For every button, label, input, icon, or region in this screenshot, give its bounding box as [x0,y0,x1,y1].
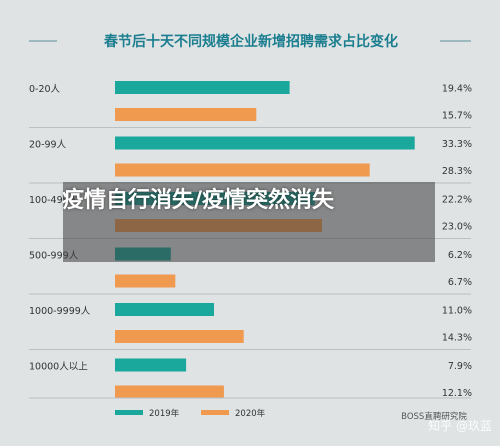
data-label: 28.3% [442,166,472,177]
bar-2019 [115,136,415,150]
bar-2019 [115,81,290,94]
data-label: 15.7% [442,111,472,122]
category-label: 1000-9999人 [29,306,91,317]
overlay-banner [63,182,435,262]
bar-2020 [115,330,244,343]
data-label: 6.2% [448,250,472,261]
legend-label: 2019年 [149,408,180,419]
watermark-text: 知乎 @玖蓝 [428,419,492,433]
chart-title: 春节后十天不同规模企业新增招聘需求占比变化 [103,33,398,50]
bar-2020 [115,163,370,177]
data-label: 23.0% [442,222,472,233]
category-label: 100-499人 [29,195,79,206]
bar-2020 [115,274,176,288]
data-label: 12.1% [442,388,472,399]
data-label: 7.9% [448,361,472,372]
legend-swatch [201,410,229,415]
legend-swatch [115,410,143,415]
overlay-text: 疫情自行消失/疫情突然消失 [62,188,335,213]
category-label: 500-999人 [29,251,79,262]
bar-2019 [115,358,187,372]
bar-2019 [115,303,214,316]
source-label: BOSS直聘研究院 [401,411,467,422]
legend-label: 2020年 [235,408,266,419]
category-label: 0-20人 [29,84,61,95]
data-label: 11.0% [442,306,472,317]
bar-2020 [115,385,224,399]
bar-2020 [115,108,257,121]
data-label: 33.3% [442,139,472,150]
data-label: 14.3% [442,333,472,344]
data-label: 19.4% [442,84,472,95]
category-label: 20-99人 [29,140,67,151]
data-label: 22.2% [442,195,472,206]
category-label: 10000人以上 [29,362,88,373]
data-label: 6.7% [448,277,472,288]
